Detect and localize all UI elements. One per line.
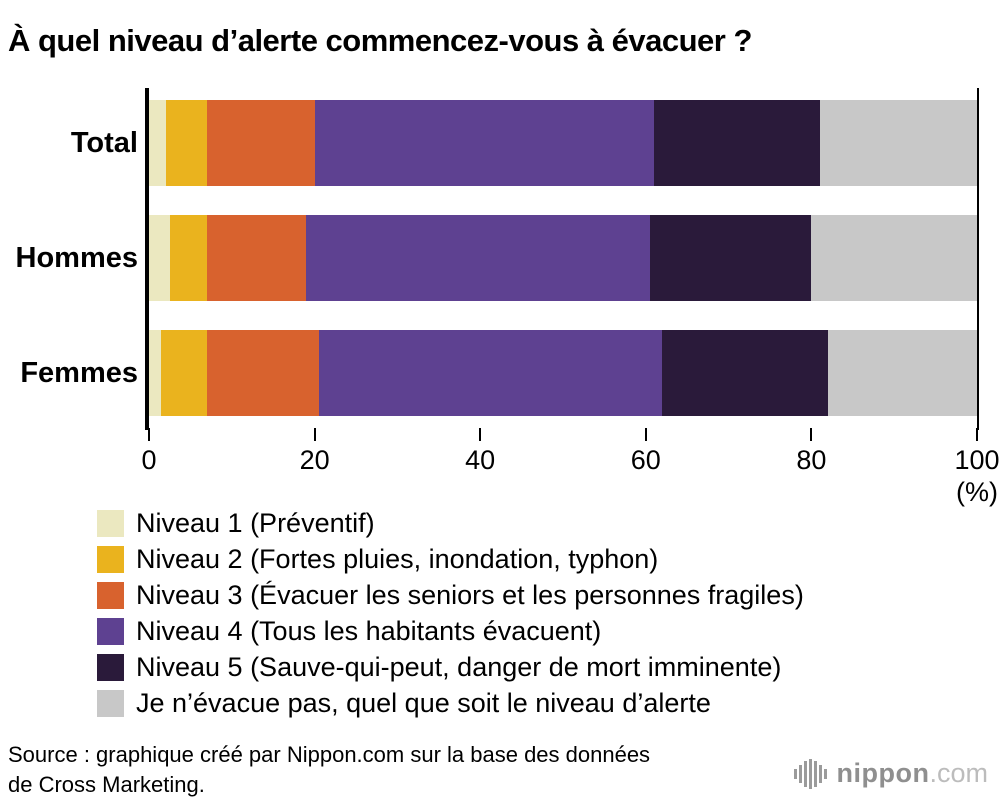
x-axis-tick-label: 100 bbox=[954, 445, 1000, 475]
legend-item: Niveau 1 (Préventif) bbox=[97, 505, 804, 541]
chart-legend: Niveau 1 (Préventif) Niveau 2 (Fortes plu… bbox=[97, 505, 804, 721]
x-axis-tick bbox=[479, 428, 482, 441]
legend-item: Niveau 4 (Tous les habitants évacuent) bbox=[97, 613, 804, 649]
legend-label: Niveau 4 (Tous les habitants évacuent) bbox=[136, 616, 602, 646]
legend-item: Je n’évacue pas, quel que soit le niveau… bbox=[97, 685, 804, 721]
x-axis-tick bbox=[976, 428, 978, 441]
bar-segment bbox=[662, 330, 828, 416]
bar-segment bbox=[165, 100, 207, 186]
category-label-total: Total bbox=[70, 127, 138, 159]
x-axis-tick bbox=[313, 428, 316, 441]
bar-segment bbox=[827, 330, 977, 416]
legend-label: Niveau 2 (Fortes pluies, inondation, typ… bbox=[136, 544, 659, 574]
x-axis-tick bbox=[644, 428, 647, 441]
right-boundary-line bbox=[977, 88, 979, 430]
bar-segment bbox=[811, 215, 977, 301]
x-axis-tick-label: 80 bbox=[796, 445, 827, 475]
legend-label: Je n’évacue pas, quel que soit le niveau… bbox=[136, 688, 711, 718]
category-label-femmes: Femmes bbox=[20, 357, 138, 389]
x-axis-unit-label: (%) bbox=[956, 477, 998, 507]
bar-segment bbox=[318, 330, 663, 416]
nippon-logo-icon bbox=[793, 758, 837, 789]
legend-item: Niveau 3 (Évacuer les seniors et les per… bbox=[97, 577, 804, 613]
x-axis-tick bbox=[148, 428, 150, 441]
page-title: À quel niveau d’alerte commencez-vous à … bbox=[8, 22, 752, 58]
bar-segment bbox=[149, 100, 166, 186]
bar-segment bbox=[149, 330, 162, 416]
legend-item: Niveau 2 (Fortes pluies, inondation, typ… bbox=[97, 541, 804, 577]
legend-swatch bbox=[97, 689, 124, 717]
source-note: Source : graphique créé par Nippon.com s… bbox=[8, 740, 650, 800]
legend-label: Niveau 3 (Évacuer les seniors et les per… bbox=[136, 580, 804, 610]
x-axis-tick-label: 20 bbox=[299, 445, 330, 475]
bar-femmes bbox=[149, 330, 977, 416]
legend-item: Niveau 5 (Sauve-qui-peut, danger de mort… bbox=[97, 649, 804, 685]
legend-swatch bbox=[97, 545, 124, 573]
category-label-hommes: Hommes bbox=[15, 242, 139, 274]
bar-segment bbox=[161, 330, 207, 416]
legend-label: Niveau 5 (Sauve-qui-peut, danger de mort… bbox=[136, 652, 782, 682]
x-axis-tick-label: 40 bbox=[465, 445, 496, 475]
x-axis-tick-label: 0 bbox=[141, 445, 157, 475]
source-line-2: de Cross Marketing. bbox=[8, 772, 205, 797]
legend-swatch bbox=[97, 509, 124, 537]
plot-area bbox=[149, 90, 977, 428]
source-line-1: Source : graphique créé par Nippon.com s… bbox=[8, 742, 651, 767]
bar-segment bbox=[206, 215, 307, 301]
bar-segment bbox=[149, 215, 170, 301]
bar-segment bbox=[306, 215, 650, 301]
stacked-bar-chart: Total Hommes Femmes 0 20 40 60 80 100 (%) bbox=[0, 85, 1000, 507]
bar-total bbox=[149, 100, 977, 186]
x-axis-tick bbox=[810, 428, 813, 441]
bar-hommes bbox=[149, 215, 977, 301]
legend-swatch bbox=[97, 581, 124, 609]
bar-segment bbox=[206, 100, 315, 186]
y-axis-line bbox=[145, 88, 149, 430]
bar-segment bbox=[649, 215, 812, 301]
bar-segment bbox=[206, 330, 319, 416]
bar-segment bbox=[654, 100, 820, 186]
legend-swatch bbox=[97, 653, 124, 681]
bar-segment bbox=[819, 100, 977, 186]
nippon-logo-tld: .com bbox=[929, 758, 988, 788]
nippon-logo: nippon .com bbox=[793, 758, 988, 789]
bar-segment bbox=[314, 100, 655, 186]
legend-swatch bbox=[97, 617, 124, 645]
bar-segment bbox=[169, 215, 207, 301]
nippon-logo-text: nippon bbox=[836, 758, 930, 788]
legend-label: Niveau 1 (Préventif) bbox=[136, 508, 375, 538]
x-axis-tick-label: 60 bbox=[630, 445, 661, 475]
